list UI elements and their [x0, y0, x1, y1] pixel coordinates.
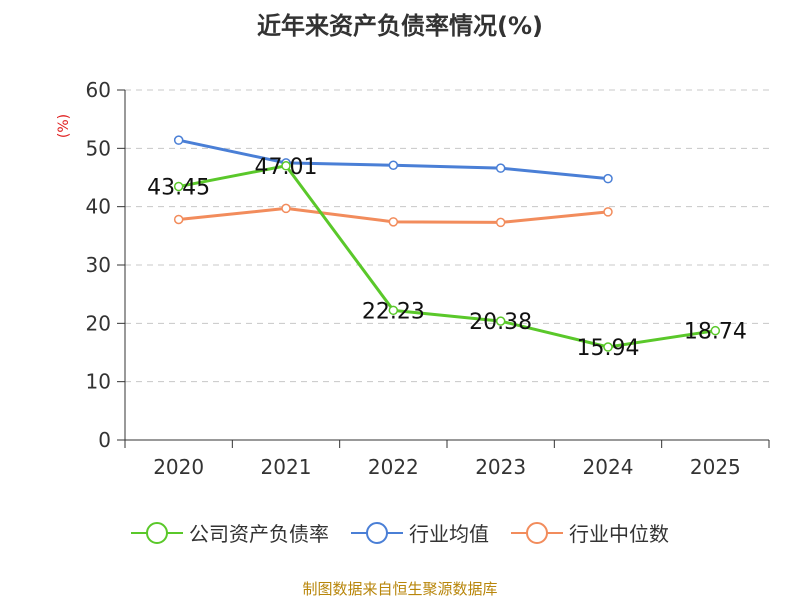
axes: 0 10 20 30 40 50 60 2020 2021 2022 2023 2024 2025: [86, 78, 770, 479]
data-point: [710, 325, 721, 336]
legend-item-industry-median[interactable]: 行业中位数: [511, 518, 669, 547]
chart-title: 近年来资产负债率情况(%): [257, 12, 543, 40]
data-point: [281, 161, 291, 171]
data-point: [173, 135, 184, 145]
y-tick-label: 60: [86, 78, 111, 102]
legend-marker-icon: [526, 521, 548, 544]
y-tick-label: 10: [86, 370, 111, 394]
source-note: 制图数据来自恒生聚源数据库: [302, 580, 498, 598]
y-tick-label: 40: [86, 195, 111, 219]
y-tick-label: 20: [86, 311, 111, 335]
x-tick-label: 2022: [368, 455, 419, 479]
data-point: [173, 214, 184, 225]
y-axis-label: (%): [56, 114, 72, 138]
x-tick-label: 2024: [583, 455, 634, 479]
data-label: 15.94: [577, 336, 640, 361]
data-point: [603, 342, 613, 352]
data-point: [603, 207, 613, 217]
chart-legend: 公司资产负债率 行业均值 行业中位数: [0, 518, 800, 547]
legend-label-industry-mean: 行业均值: [409, 522, 489, 546]
y-tick-label: 0: [98, 428, 111, 452]
legend-marker-icon: [146, 521, 168, 544]
x-tick-label: 2025: [690, 455, 741, 479]
legend-symbol-industry-median: [511, 521, 563, 545]
data-point: [495, 316, 506, 326]
data-point: [388, 305, 399, 316]
data-point: [173, 181, 184, 192]
data-point: [495, 217, 506, 228]
data-label: 20.38: [469, 310, 532, 335]
series-lines: [173, 135, 721, 352]
legend-label-company: 公司资产负债率: [189, 522, 329, 546]
data-label: 18.74: [684, 320, 747, 345]
data-point: [603, 173, 613, 184]
y-tick-label: 50: [86, 136, 111, 160]
legend-item-company[interactable]: 公司资产负债率: [131, 518, 329, 547]
legend-marker-icon: [366, 521, 388, 544]
x-tick-label: 2023: [475, 455, 526, 479]
data-labels: 43.45 47.01 22.23 20.38 15.94 18.74: [147, 155, 747, 361]
legend-symbol-company: [131, 521, 183, 545]
data-point: [495, 163, 506, 173]
data-point: [281, 203, 291, 214]
data-point: [388, 217, 399, 227]
data-label: 47.01: [255, 155, 318, 180]
legend-item-industry-mean[interactable]: 行业均值: [351, 518, 489, 547]
data-label: 22.23: [362, 299, 425, 324]
data-point: [388, 160, 399, 170]
series-line: [178, 164, 716, 349]
data-label: 43.45: [147, 176, 210, 201]
legend-label-industry-median: 行业中位数: [569, 522, 669, 546]
x-tick-label: 2021: [261, 455, 312, 479]
x-tick-label: 2020: [153, 455, 204, 479]
legend-symbol-industry-mean: [351, 521, 403, 545]
grid-lines: [125, 89, 769, 383]
y-tick-label: 30: [86, 253, 111, 277]
